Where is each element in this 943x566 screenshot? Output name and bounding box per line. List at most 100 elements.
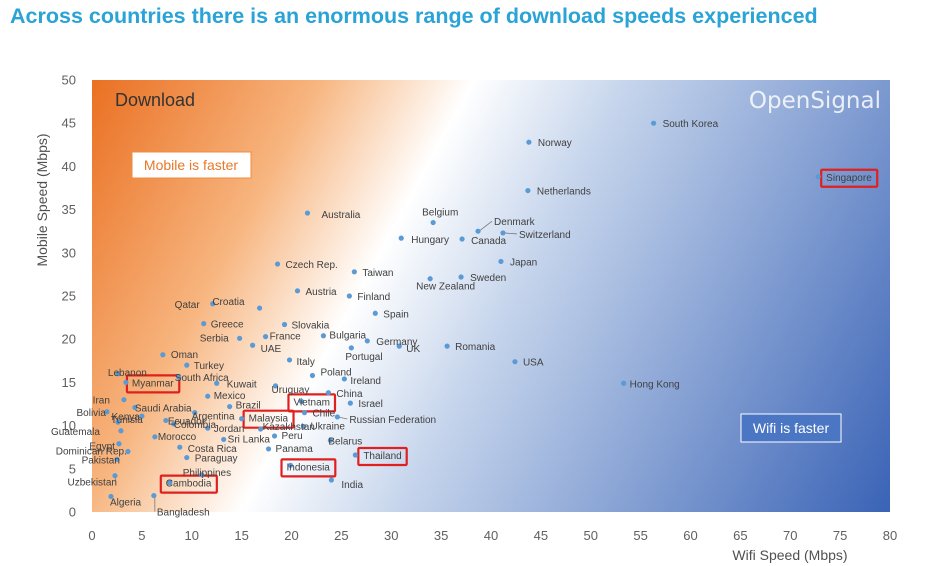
country-label: USA [523, 358, 544, 369]
data-point [262, 334, 269, 340]
data-point [249, 342, 256, 348]
country-label: Uzbekistan [67, 478, 116, 489]
data-point [525, 187, 531, 194]
y-tick-label: 40 [62, 159, 76, 174]
data-point [163, 417, 169, 424]
country-label: Indonesia [287, 462, 331, 473]
country-label: Kuwait [227, 379, 257, 390]
country-label: Jordan [214, 424, 245, 435]
data-point [118, 428, 124, 434]
country-label: Kenya [112, 412, 141, 423]
country-label: Switzerland [519, 230, 571, 241]
x-tick-label: 60 [683, 528, 697, 543]
data-point [192, 410, 198, 416]
data-point [475, 228, 481, 234]
country-label: Brazil [236, 401, 261, 412]
data-point [341, 376, 347, 382]
data-point [123, 379, 129, 385]
x-tick-label: 10 [185, 528, 199, 543]
data-point [108, 493, 114, 500]
country-label: Costa Rica [188, 444, 237, 455]
country-label: Thailand [363, 451, 401, 462]
x-tick-label: 30 [384, 528, 398, 543]
data-point [237, 335, 243, 341]
country-label: UAE [261, 344, 282, 355]
country-label: New Zealand [416, 282, 475, 293]
x-tick-label: 20 [284, 528, 298, 543]
country-label: Italy [297, 357, 315, 368]
y-tick-label: 45 [62, 116, 76, 131]
data-point [221, 436, 227, 443]
y-tick-label: 20 [62, 332, 76, 347]
data-point [112, 473, 118, 479]
watermark-logo: OpenSignal [749, 88, 881, 114]
y-tick-label: 10 [62, 418, 76, 433]
country-label: Russian Federation [349, 415, 436, 426]
country-label: Serbia [200, 333, 229, 344]
country-label: South Africa [175, 373, 229, 384]
x-tick-label: 80 [883, 528, 897, 543]
highlight-box [159, 474, 218, 494]
country-label: Sri Lanka [228, 434, 271, 445]
data-point [281, 321, 288, 328]
data-point [167, 480, 173, 486]
data-point [364, 338, 370, 344]
country-label: Guatemala [51, 427, 100, 438]
data-point [160, 352, 166, 358]
country-label: Turkey [194, 361, 224, 372]
x-tick-label: 65 [733, 528, 747, 543]
country-label: Iran [93, 396, 110, 407]
country-label: Portugal [345, 352, 382, 363]
data-point [815, 174, 821, 180]
data-point [500, 230, 506, 236]
country-label: Peru [282, 431, 303, 442]
data-point [132, 404, 138, 411]
data-point [272, 383, 279, 389]
country-label: Australia [321, 210, 360, 221]
data-point [294, 288, 301, 294]
country-label: Tunisia [111, 415, 143, 426]
country-label: Poland [320, 367, 351, 378]
country-label: Taiwan [362, 268, 393, 279]
data-point [115, 371, 121, 377]
country-label: Bolivia [76, 408, 106, 419]
data-point [265, 446, 272, 452]
country-label: Paraguay [195, 454, 238, 465]
data-point [176, 374, 182, 380]
country-label: Oman [171, 350, 198, 361]
data-point [444, 343, 450, 349]
data-point [199, 472, 205, 478]
data-point [301, 410, 308, 416]
mobile-faster-box [131, 151, 252, 179]
country-label: Kazakhstan [263, 422, 315, 433]
data-point [205, 393, 211, 399]
x-tick-label: 25 [334, 528, 348, 543]
country-label: Algeria [110, 497, 142, 508]
country-label: Hong Kong [630, 379, 680, 390]
country-label: Philippines [183, 468, 231, 479]
data-point [346, 293, 352, 299]
chart-title: Download [115, 90, 195, 110]
x-tick-label: 40 [484, 528, 498, 543]
country-label: Hungary [411, 235, 449, 246]
data-point [427, 276, 433, 282]
wifi-faster-box [740, 413, 842, 443]
y-tick-label: 0 [69, 505, 76, 520]
data-point [152, 434, 158, 440]
data-point [300, 423, 307, 430]
data-point [512, 359, 518, 365]
data-point [348, 345, 354, 351]
country-label: Denmark [494, 217, 536, 228]
country-label: Panama [276, 444, 314, 455]
data-point [151, 492, 157, 499]
data-point [327, 437, 334, 443]
leader-line [478, 220, 493, 232]
country-label: India [341, 480, 363, 491]
country-label: Sweden [470, 273, 506, 284]
data-point [430, 219, 436, 226]
country-label: Canada [471, 236, 506, 247]
highlight-box [287, 393, 337, 413]
country-label: Netherlands [537, 187, 591, 198]
data-point [526, 139, 532, 145]
country-label: Morocco [158, 432, 197, 443]
